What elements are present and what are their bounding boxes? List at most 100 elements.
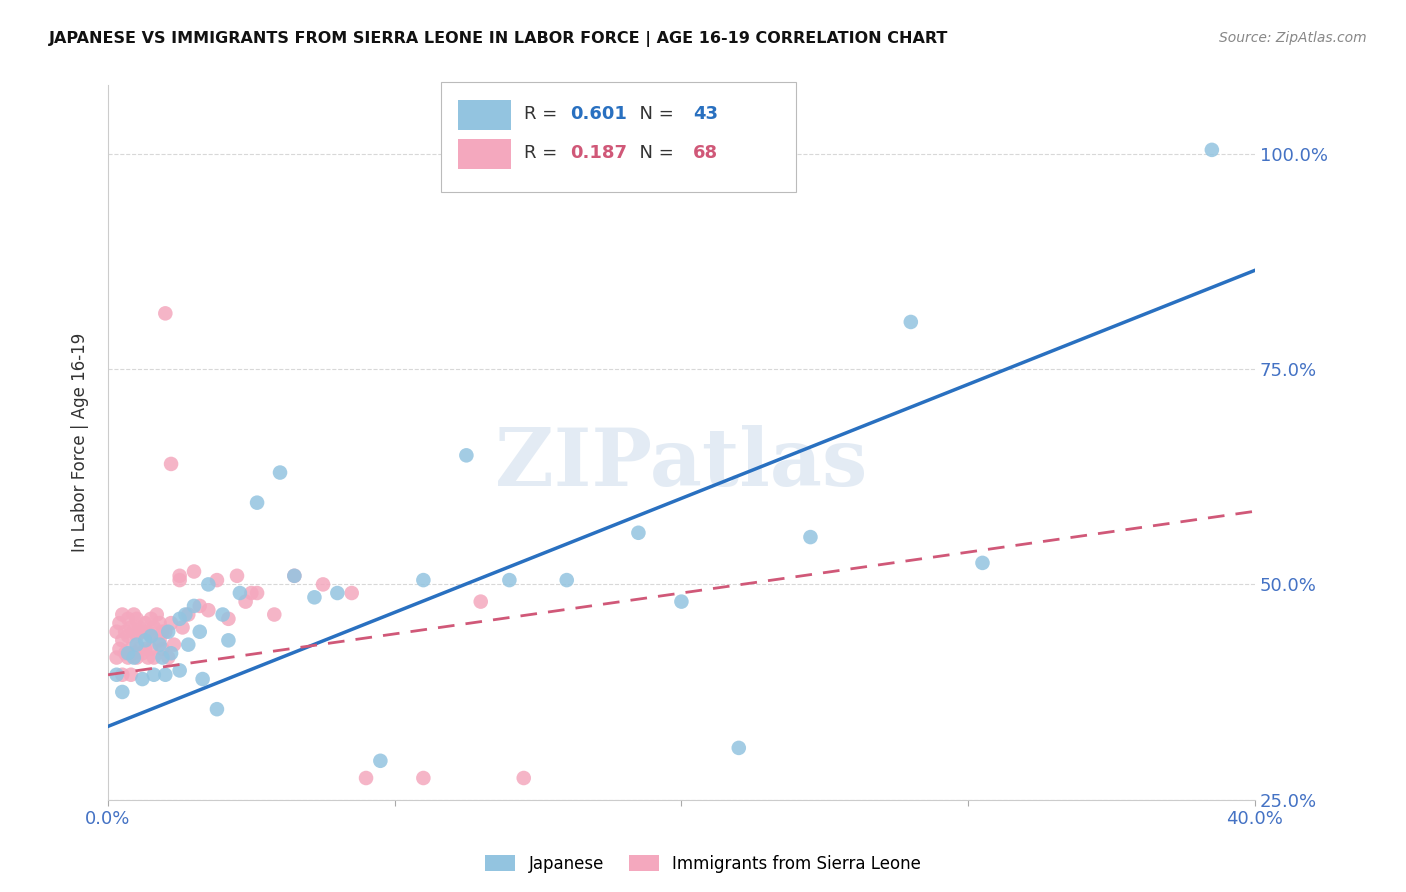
Point — [117, 650, 139, 665]
Point — [1201, 143, 1223, 157]
Point — [246, 586, 269, 600]
Point — [183, 565, 205, 579]
Text: 0.601: 0.601 — [571, 105, 627, 123]
Point — [177, 607, 200, 622]
Point — [134, 616, 156, 631]
Point — [177, 638, 200, 652]
Point — [105, 650, 128, 665]
Point — [169, 569, 191, 583]
Point — [114, 624, 136, 639]
Legend: Japanese, Immigrants from Sierra Leone: Japanese, Immigrants from Sierra Leone — [478, 848, 928, 880]
Y-axis label: In Labor Force | Age 16-19: In Labor Force | Age 16-19 — [72, 333, 89, 552]
Point — [412, 573, 434, 587]
Point — [197, 603, 219, 617]
Point — [108, 642, 131, 657]
Point — [172, 620, 194, 634]
Point — [229, 586, 252, 600]
Point — [125, 650, 148, 665]
Text: JAPANESE VS IMMIGRANTS FROM SIERRA LEONE IN LABOR FORCE | AGE 16-19 CORRELATION : JAPANESE VS IMMIGRANTS FROM SIERRA LEONE… — [49, 31, 949, 47]
Point — [283, 569, 305, 583]
Text: ZIPatlas: ZIPatlas — [495, 425, 868, 503]
Point — [269, 466, 291, 480]
Text: 43: 43 — [693, 105, 718, 123]
Point — [169, 612, 191, 626]
Point — [326, 586, 349, 600]
Point — [183, 599, 205, 613]
Point — [142, 667, 165, 681]
Point — [163, 638, 186, 652]
FancyBboxPatch shape — [458, 100, 510, 129]
Point — [512, 771, 534, 785]
Point — [155, 667, 177, 681]
Point — [155, 306, 177, 320]
Point — [136, 624, 159, 639]
Point — [111, 667, 134, 681]
Point — [122, 650, 145, 665]
Point — [174, 607, 197, 622]
Point — [217, 633, 239, 648]
Point — [125, 612, 148, 626]
Point — [105, 667, 128, 681]
Point — [304, 591, 326, 605]
Point — [283, 569, 305, 583]
Point — [117, 646, 139, 660]
Point — [340, 586, 363, 600]
Point — [972, 556, 994, 570]
Point — [111, 633, 134, 648]
Point — [412, 771, 434, 785]
Point — [246, 496, 269, 510]
Point — [152, 624, 174, 639]
Point — [120, 642, 142, 657]
Text: R =: R = — [524, 105, 564, 123]
Point — [205, 573, 228, 587]
Point — [152, 642, 174, 657]
Point — [134, 642, 156, 657]
Point — [145, 607, 167, 622]
Point — [136, 650, 159, 665]
Point — [131, 624, 153, 639]
FancyBboxPatch shape — [458, 139, 510, 169]
Point — [142, 620, 165, 634]
Point — [370, 754, 392, 768]
Point — [111, 685, 134, 699]
Point — [456, 448, 478, 462]
Point — [470, 594, 492, 608]
Point — [139, 642, 162, 657]
Point — [139, 612, 162, 626]
Point — [125, 638, 148, 652]
Point — [139, 629, 162, 643]
Point — [122, 646, 145, 660]
Point — [498, 573, 520, 587]
Point — [131, 646, 153, 660]
Point — [149, 638, 172, 652]
Point — [900, 315, 922, 329]
Point — [155, 624, 177, 639]
Point — [197, 577, 219, 591]
Point — [117, 612, 139, 626]
Point — [128, 620, 150, 634]
Point — [134, 633, 156, 648]
Point — [157, 650, 180, 665]
Point — [111, 607, 134, 622]
Point — [117, 629, 139, 643]
Point — [627, 525, 650, 540]
Point — [120, 667, 142, 681]
Point — [120, 620, 142, 634]
Point — [105, 624, 128, 639]
Point — [122, 624, 145, 639]
Point — [312, 577, 335, 591]
Point — [160, 646, 183, 660]
Point — [139, 629, 162, 643]
Point — [727, 740, 749, 755]
Point — [114, 646, 136, 660]
Point — [142, 650, 165, 665]
Text: N =: N = — [627, 145, 679, 162]
Point — [555, 573, 578, 587]
Text: 68: 68 — [693, 145, 718, 162]
Text: N =: N = — [627, 105, 679, 123]
Point — [108, 616, 131, 631]
Point — [160, 616, 183, 631]
Point — [128, 642, 150, 657]
Point — [205, 702, 228, 716]
FancyBboxPatch shape — [440, 82, 796, 193]
